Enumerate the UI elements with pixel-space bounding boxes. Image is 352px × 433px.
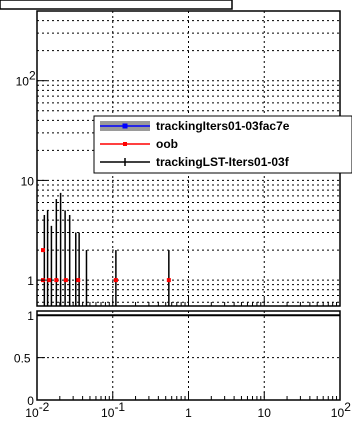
- legend-label: oob: [156, 137, 178, 151]
- x-tick-exponent: -2: [39, 400, 50, 414]
- oob-marker: [166, 278, 171, 283]
- oob-marker: [54, 278, 59, 283]
- y-tick-exponent: 2: [29, 69, 36, 83]
- x-tick-label: 10: [101, 406, 115, 420]
- legend-swatch: [123, 142, 127, 146]
- oob-marker: [113, 278, 118, 283]
- x-tick-exponent: -1: [114, 400, 125, 414]
- oob-marker: [76, 278, 81, 283]
- oob-marker: [47, 278, 52, 283]
- x-tick-label: 10: [25, 406, 39, 420]
- y-tick-label: 10: [16, 75, 30, 89]
- grid: [36, 10, 341, 401]
- x-tick-label: 10: [331, 406, 345, 420]
- y-tick-label: 1: [27, 309, 34, 323]
- legend-label: trackingLST-Iters01-03f: [156, 155, 290, 169]
- y-tick-label: 0.5: [14, 352, 31, 366]
- y-tick-label: 10: [21, 174, 35, 188]
- legend-label: trackingIters01-03fac7e: [156, 119, 290, 133]
- x-tick-label: 10: [258, 406, 272, 420]
- y-tick-label: 0: [27, 394, 34, 408]
- data-marks: [37, 192, 340, 317]
- oob-marker: [63, 278, 68, 283]
- x-tick-label: 1: [185, 406, 192, 420]
- x-tick-exponent: 2: [344, 400, 351, 414]
- legend-swatch: [122, 123, 128, 129]
- y-tick-label: 1: [27, 274, 34, 288]
- legend[interactable]: trackingIters01-03fac7e oob trackingLST-It…: [93, 115, 352, 174]
- top-banner-edge: [0, 0, 233, 10]
- oob-marker: [40, 248, 45, 253]
